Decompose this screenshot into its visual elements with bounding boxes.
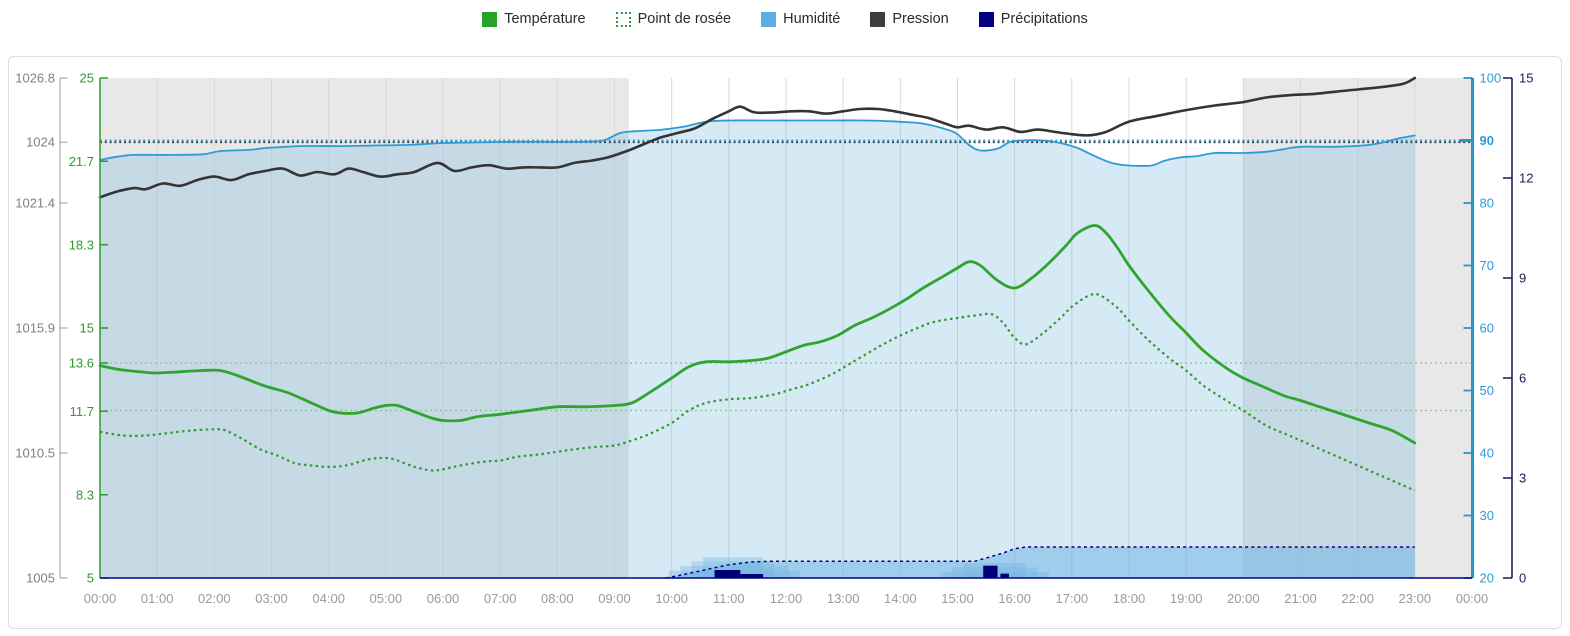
x-axis-label: 18:00 [1113, 591, 1146, 606]
x-axis-label: 14:00 [884, 591, 917, 606]
legend-label-precipitation: Précipitations [1000, 11, 1088, 27]
axis-tick-label: 60 [1480, 321, 1494, 336]
legend-item-dew-point[interactable]: Point de rosée [615, 11, 732, 27]
x-axis-label: 09:00 [598, 591, 631, 606]
temperature-swatch-icon [482, 11, 498, 27]
x-axis-label: 22:00 [1341, 591, 1374, 606]
humidity-line [99, 119, 1416, 167]
axis-tick-label: 70 [1480, 258, 1494, 273]
x-axis-label: 21:00 [1284, 591, 1317, 606]
precipitation-swatch-icon [978, 11, 994, 27]
dew-point-swatch-icon [615, 11, 631, 27]
x-axis-label: 15:00 [941, 591, 974, 606]
axis-tick-label: 12 [1519, 171, 1533, 186]
precipitation-bar [714, 570, 741, 578]
legend-item-humidity[interactable]: Humidité [761, 11, 840, 27]
x-axis-label: 06:00 [427, 591, 460, 606]
precipitation-cumulative-line [665, 546, 1415, 579]
x-axis-label: 17:00 [1056, 591, 1089, 606]
axis-tick-label: 20 [1480, 571, 1494, 586]
axis-tick-label: 6 [1519, 371, 1526, 386]
precipitation-bar [983, 565, 998, 578]
axis-tick-label: 25 [80, 71, 94, 86]
axis-tick-label: 3 [1519, 471, 1526, 486]
axis-tick-label: 50 [1480, 383, 1494, 398]
x-axis-label: 19:00 [1170, 591, 1203, 606]
legend-label-pressure: Pression [892, 11, 949, 27]
axis-tick-label: 90 [1480, 133, 1494, 148]
axis-tick-label: 1005 [26, 571, 55, 586]
axis-tick-label: 0 [1519, 571, 1526, 586]
axis-tick-label: 100 [1480, 71, 1502, 86]
x-axis-label: 01:00 [141, 591, 174, 606]
x-axis-label: 00:00 [84, 591, 117, 606]
humidity-swatch-icon [761, 11, 777, 27]
axis-tick-label: 80 [1480, 196, 1494, 211]
axis-tick-label: 40 [1480, 446, 1494, 461]
night-shading-band [100, 78, 629, 578]
x-axis-label: 02:00 [198, 591, 231, 606]
dew-point-line [99, 292, 1416, 492]
x-axis-label: 11:00 [713, 591, 745, 606]
x-axis-label: 00:00 [1456, 591, 1489, 606]
x-axis-label: 07:00 [484, 591, 517, 606]
axis-tick-label: 1010.5 [15, 446, 55, 461]
x-axis-label: 05:00 [370, 591, 403, 606]
x-axis-label: 04:00 [312, 591, 345, 606]
x-axis-label: 23:00 [1399, 591, 1432, 606]
axis-tick-label: 30 [1480, 508, 1494, 523]
legend-label-temperature: Température [504, 11, 586, 27]
pressure-line [98, 76, 1417, 199]
x-axis-label: 03:00 [255, 591, 288, 606]
x-axis-label: 13:00 [827, 591, 860, 606]
axis-tick-label: 1021.4 [15, 196, 55, 211]
legend-item-pressure[interactable]: Pression [870, 11, 949, 27]
axis-tick-label: 13.6 [69, 356, 94, 371]
axis-tick-label: 1015.9 [15, 321, 55, 336]
chart-legend: Température Point de rosée Humidité Pres… [0, 11, 1570, 27]
axis-tick-label: 21.7 [69, 154, 94, 169]
x-axis-label: 10:00 [655, 591, 688, 606]
humidity-area-fill [100, 120, 1415, 579]
x-axis-label: 20:00 [1227, 591, 1260, 606]
axis-tick-label: 1026.8 [15, 71, 55, 86]
legend-item-precipitation[interactable]: Précipitations [978, 11, 1088, 27]
precipitation-bar [740, 574, 764, 578]
axis-tick-label: 1024 [26, 135, 55, 150]
axis-tick-label: 5 [87, 571, 94, 586]
axis-tick-label: 15 [80, 321, 94, 336]
x-axis-label: 08:00 [541, 591, 574, 606]
axis-tick-label: 18.3 [69, 237, 94, 252]
x-axis-label: 16:00 [998, 591, 1031, 606]
axis-tick-label: 9 [1519, 271, 1526, 286]
axis-tick-label: 15 [1519, 71, 1533, 86]
x-axis-label: 12:00 [770, 591, 803, 606]
pressure-swatch-icon [870, 11, 886, 27]
precipitation-bar [1000, 573, 1009, 578]
precipitation-cumulative-area [666, 547, 1415, 578]
axis-tick-label: 8.3 [76, 487, 94, 502]
legend-item-temperature[interactable]: Température [482, 11, 586, 27]
temperature-line [98, 224, 1417, 445]
legend-label-dew-point: Point de rosée [637, 11, 732, 27]
axis-tick-label: 11.7 [70, 404, 94, 419]
legend-label-humidity: Humidité [783, 11, 841, 27]
